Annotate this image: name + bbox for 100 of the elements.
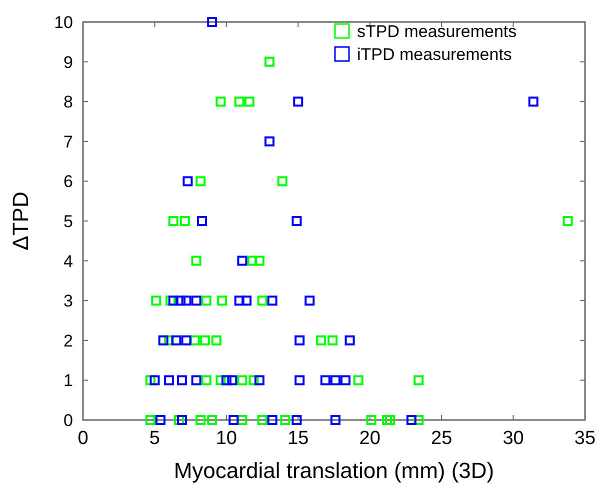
point [207,415,218,425]
y-tick-label: 9 [64,52,73,72]
point [414,415,424,425]
point [190,335,200,346]
point [294,335,305,346]
point [158,335,168,346]
point [165,296,176,306]
point [207,17,218,27]
point [340,375,350,386]
point [294,375,305,386]
point [254,256,264,266]
point [182,176,193,186]
point [145,415,156,425]
point [292,216,302,226]
point [171,335,182,346]
point [353,375,364,386]
point [304,296,315,306]
x-tick-label: 10 [216,428,237,449]
point [164,375,174,386]
point [264,136,274,146]
y-tick-label: 5 [64,212,73,231]
point [180,216,190,226]
point [227,375,238,386]
y-tick-label: 8 [64,92,73,112]
y-tick-label: 2 [64,331,73,350]
point [191,296,202,306]
point [264,56,274,67]
y-tick-label: 1 [64,371,73,390]
point [257,296,268,306]
point [280,415,290,425]
point [330,375,340,386]
x-tick-label: 5 [149,428,160,449]
x-tick-label: 15 [288,428,309,449]
point [211,335,222,346]
point [234,96,244,107]
point [181,335,192,346]
y-tick-label: 4 [64,252,73,271]
y-tick-label: 6 [64,172,73,192]
point [217,296,228,306]
y-axis-title: ΔTPD [8,192,33,250]
point [168,296,178,306]
x-tick-label: 0 [78,428,88,449]
point [164,335,174,346]
point [267,415,278,425]
point [293,96,304,107]
point [330,415,340,425]
point [292,415,302,425]
point [254,375,264,386]
x-tick-label: 20 [359,428,380,449]
point [155,415,166,425]
legend-label: iTPD measurements [357,45,512,64]
y-tick-label: 3 [64,292,73,311]
point [366,415,376,425]
point [257,415,268,425]
x-tick-label: 30 [502,428,524,449]
point [237,375,248,386]
x-tick-label: 35 [574,428,596,449]
point [528,96,538,107]
point [234,296,244,306]
point [197,216,208,226]
point [176,296,186,306]
point [196,415,206,425]
x-tick-label: 25 [431,428,452,449]
point [242,296,252,306]
y-tick-label: 10 [54,13,73,32]
point [176,415,187,425]
point [248,375,259,386]
legend-label: sTPD measurements [357,22,517,41]
point [406,415,416,425]
point [200,335,210,346]
y-tick-label: 0 [64,411,73,430]
point [216,96,226,107]
point [201,296,212,306]
point [176,375,187,386]
point [316,335,326,346]
point [328,335,338,346]
point [244,96,254,107]
point [414,375,424,386]
x-axis-title: Myocardial translation (mm) (3D) [174,458,494,483]
point [237,256,248,266]
point [191,375,202,386]
point [228,415,239,425]
point [320,375,330,386]
point [216,375,226,386]
point [247,256,258,266]
point [277,176,288,186]
point [267,296,278,306]
point [562,216,573,226]
point [151,296,162,306]
point [145,375,156,386]
point [181,296,192,306]
point [237,415,248,425]
point [344,335,355,346]
point [150,375,160,386]
point [221,375,232,386]
y-tick-label: 7 [64,132,73,152]
point [201,375,212,386]
point [168,216,178,226]
point [191,256,202,266]
point [196,176,206,186]
